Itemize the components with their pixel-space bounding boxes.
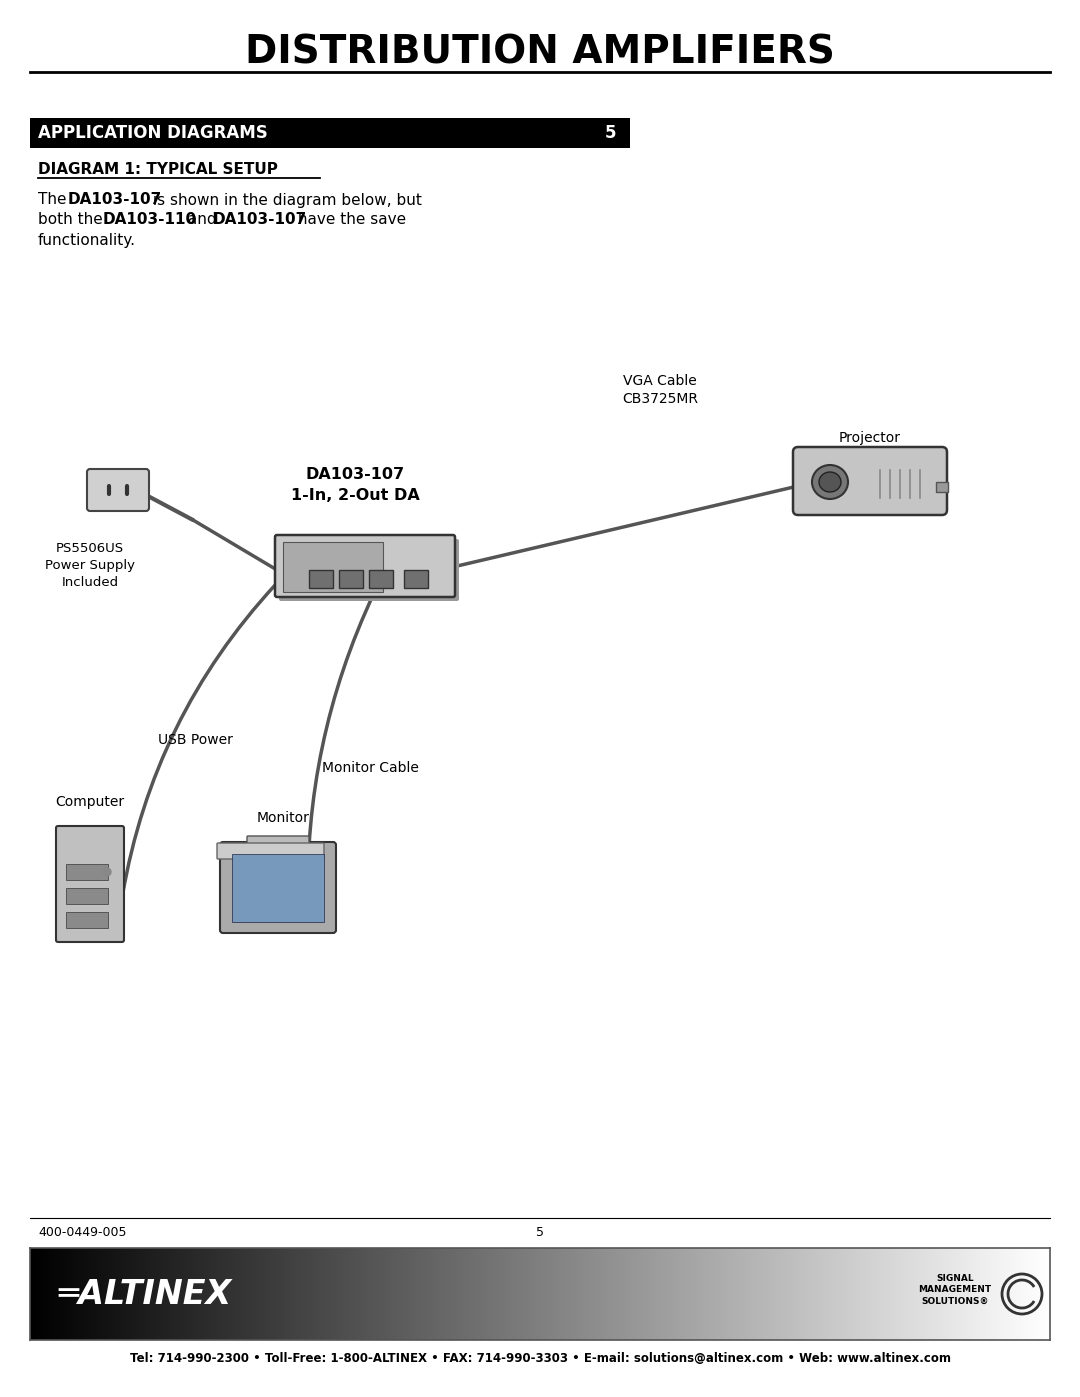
Ellipse shape	[812, 465, 848, 499]
FancyBboxPatch shape	[56, 826, 124, 942]
FancyBboxPatch shape	[220, 842, 336, 933]
Text: Computer: Computer	[55, 795, 124, 809]
Text: and: and	[183, 212, 221, 228]
FancyBboxPatch shape	[793, 447, 947, 515]
Text: APPLICATION DIAGRAMS: APPLICATION DIAGRAMS	[38, 124, 268, 142]
FancyBboxPatch shape	[339, 570, 363, 588]
Text: USB Power: USB Power	[158, 733, 232, 747]
FancyBboxPatch shape	[66, 888, 108, 904]
Text: ═ALTINEX: ═ALTINEX	[58, 1277, 231, 1310]
Text: Monitor: Monitor	[257, 812, 310, 826]
FancyBboxPatch shape	[936, 482, 948, 492]
Text: VGA Cable
CB3725MR: VGA Cable CB3725MR	[622, 374, 698, 407]
Text: DA103-107: DA103-107	[68, 193, 162, 208]
Ellipse shape	[819, 472, 841, 492]
Text: DA103-107
1-In, 2-Out DA: DA103-107 1-In, 2-Out DA	[291, 467, 419, 503]
Circle shape	[103, 868, 111, 876]
FancyBboxPatch shape	[247, 835, 309, 847]
Text: DIAGRAM 1: TYPICAL SETUP: DIAGRAM 1: TYPICAL SETUP	[38, 162, 278, 177]
Text: Tel: 714-990-2300 • Toll-Free: 1-800-ALTINEX • FAX: 714-990-3303 • E-mail: solut: Tel: 714-990-2300 • Toll-Free: 1-800-ALT…	[130, 1351, 950, 1365]
FancyBboxPatch shape	[87, 469, 149, 511]
FancyBboxPatch shape	[369, 570, 393, 588]
FancyBboxPatch shape	[279, 539, 459, 601]
Text: DA103-107: DA103-107	[213, 212, 307, 228]
FancyBboxPatch shape	[309, 570, 333, 588]
Text: PS5506US
Power Supply
Included: PS5506US Power Supply Included	[45, 542, 135, 588]
FancyBboxPatch shape	[66, 863, 108, 880]
Text: functionality.: functionality.	[38, 232, 136, 247]
FancyBboxPatch shape	[30, 117, 630, 148]
FancyBboxPatch shape	[275, 535, 455, 597]
Text: Projector: Projector	[839, 432, 901, 446]
Text: have the save: have the save	[293, 212, 406, 228]
FancyBboxPatch shape	[217, 842, 324, 859]
Text: is shown in the diagram below, but: is shown in the diagram below, but	[148, 193, 422, 208]
FancyBboxPatch shape	[283, 542, 383, 592]
FancyBboxPatch shape	[232, 854, 324, 922]
Text: DA103-110: DA103-110	[103, 212, 198, 228]
FancyBboxPatch shape	[66, 912, 108, 928]
Text: both the: both the	[38, 212, 108, 228]
FancyBboxPatch shape	[404, 570, 428, 588]
Text: 5: 5	[604, 124, 616, 142]
Text: SIGNAL
MANAGEMENT
SOLUTIONS®: SIGNAL MANAGEMENT SOLUTIONS®	[918, 1274, 991, 1306]
Text: DISTRIBUTION AMPLIFIERS: DISTRIBUTION AMPLIFIERS	[245, 34, 835, 71]
Text: 400-0449-005: 400-0449-005	[38, 1225, 126, 1239]
Text: 5: 5	[536, 1225, 544, 1239]
Text: The: The	[38, 193, 71, 208]
Text: Monitor Cable: Monitor Cable	[322, 761, 418, 775]
